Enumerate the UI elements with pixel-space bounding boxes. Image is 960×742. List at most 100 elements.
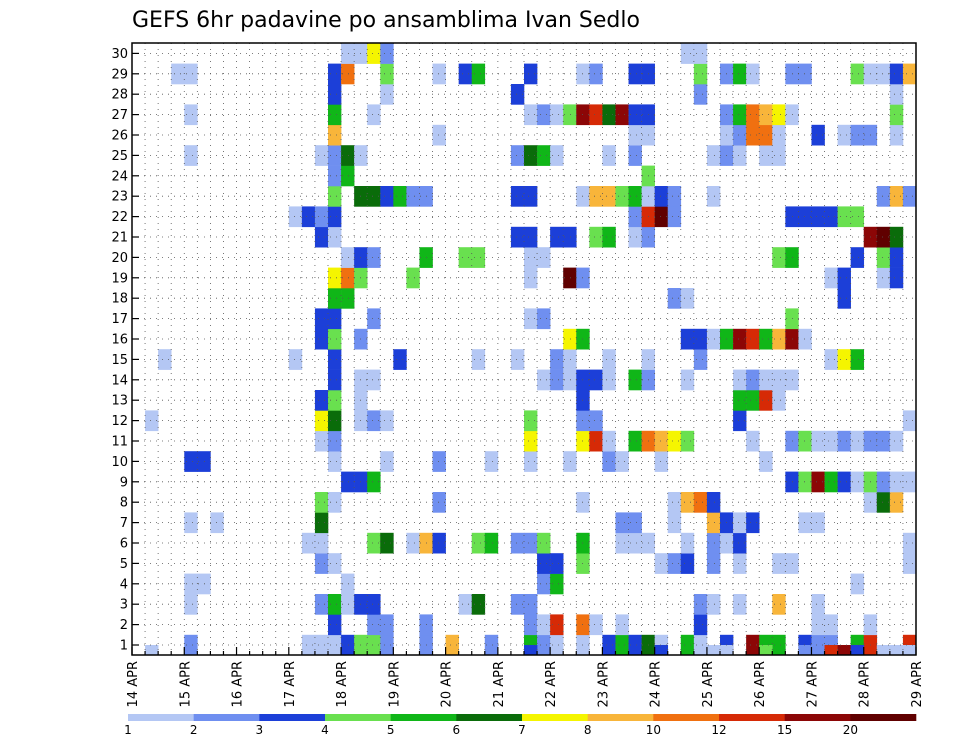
heat-cell: [328, 328, 342, 350]
heat-cell: [746, 512, 760, 534]
heat-cell: [432, 451, 446, 472]
heat-cell: [510, 186, 525, 207]
y-tick-label: 1: [120, 639, 128, 654]
heat-cell: [876, 471, 891, 493]
heat-cell: [550, 614, 564, 636]
heat-cell: [876, 430, 891, 452]
heat-cell: [328, 288, 342, 309]
heat-cell: [341, 63, 355, 85]
heat-cell: [314, 532, 329, 554]
heat-cell: [314, 492, 329, 513]
heat-cell: [733, 63, 747, 85]
heat-cell: [432, 124, 446, 146]
heat-cell: [654, 553, 669, 574]
legend-swatch: [522, 714, 588, 721]
legend-swatch: [719, 714, 785, 721]
y-tick-label: 15: [111, 353, 128, 368]
heat-cell: [602, 104, 616, 126]
heat-cell: [314, 512, 329, 534]
heat-cell: [759, 328, 773, 350]
heat-cell: [759, 104, 773, 126]
x-tick-label: 17 APR: [283, 661, 298, 707]
heat-cell: [706, 532, 721, 554]
heat-cell: [693, 43, 708, 64]
heat-cell: [693, 634, 708, 656]
heat-cell: [524, 532, 538, 554]
heat-cell: [328, 451, 342, 472]
heat-cell: [406, 267, 420, 289]
heat-cell: [301, 532, 316, 554]
x-axis-ticks: 14 APR 15 APR 16 APR 17 APR 18 APR 19 APR 20 A…: [126, 647, 925, 707]
heat-cell: [746, 124, 760, 146]
heat-cell: [367, 43, 381, 64]
x-tick-label: 24 APR: [649, 661, 664, 707]
heat-cell: [589, 430, 603, 452]
heat-cell: [746, 390, 760, 411]
heat-cell: [746, 104, 760, 126]
heat-cell: [889, 124, 904, 146]
heat-cell: [367, 308, 381, 330]
heat-cell: [811, 124, 825, 146]
heat-cell: [615, 186, 629, 207]
heat-cell: [328, 186, 342, 207]
heat-cell: [380, 634, 394, 656]
heat-cell: [628, 512, 642, 534]
heat-cell: [746, 328, 760, 350]
heat-cell: [889, 471, 904, 493]
heat-cell: [759, 451, 773, 472]
heat-cell: [341, 247, 355, 268]
heat-cell: [524, 410, 538, 432]
heat-cell: [680, 532, 695, 554]
heat-cell: [667, 186, 682, 207]
heat-cell: [706, 328, 721, 350]
heat-cell: [667, 512, 682, 534]
heat-cell: [589, 104, 603, 126]
heat-cell: [328, 410, 342, 432]
heat-cell: [876, 63, 891, 85]
heat-cell: [850, 430, 865, 452]
heat-cell: [510, 349, 525, 370]
heat-cell: [876, 226, 891, 248]
heat-cell: [615, 104, 629, 126]
heat-cell: [667, 206, 682, 228]
y-tick-label: 19: [111, 271, 128, 286]
heat-cell: [328, 349, 342, 370]
heat-cell: [733, 369, 747, 391]
heat-cell: [667, 492, 682, 513]
heat-cell: [733, 512, 747, 534]
heat-cell: [902, 63, 917, 85]
heat-cell: [680, 553, 695, 574]
heat-cell: [328, 492, 342, 513]
heat-cell: [314, 430, 329, 452]
heat-cell: [458, 247, 473, 268]
heat-cell: [445, 634, 459, 656]
heat-cell: [772, 124, 786, 146]
heat-cell: [341, 165, 355, 187]
legend-label: 5: [387, 723, 395, 737]
heat-cell: [380, 43, 394, 64]
heat-cell: [654, 186, 669, 207]
heat-cell: [628, 369, 642, 391]
heat-cell: [380, 532, 394, 554]
y-tick-label: 24: [111, 169, 128, 184]
heat-cell: [876, 492, 891, 513]
heat-cell: [367, 634, 381, 656]
legend-label: 10: [646, 723, 661, 737]
heat-cell: [706, 145, 721, 166]
heat-cell: [484, 532, 499, 554]
heat-cell: [628, 104, 642, 126]
heat-cell: [654, 430, 669, 452]
y-tick-label: 3: [120, 598, 128, 613]
heat-cell: [837, 267, 851, 289]
x-tick-label: 21 APR: [492, 661, 507, 707]
heat-cell: [589, 410, 603, 432]
heat-cell: [471, 247, 486, 268]
heat-cell: [772, 594, 786, 615]
heat-cell: [693, 349, 708, 370]
heat-cell: [367, 247, 381, 268]
chart-title: GEFS 6hr padavine po ansamblima Ivan Sed…: [132, 8, 640, 33]
heat-cell: [171, 63, 185, 85]
heat-cell: [367, 410, 381, 432]
x-tick-label: 26 APR: [753, 661, 768, 707]
heat-cell: [654, 645, 669, 656]
